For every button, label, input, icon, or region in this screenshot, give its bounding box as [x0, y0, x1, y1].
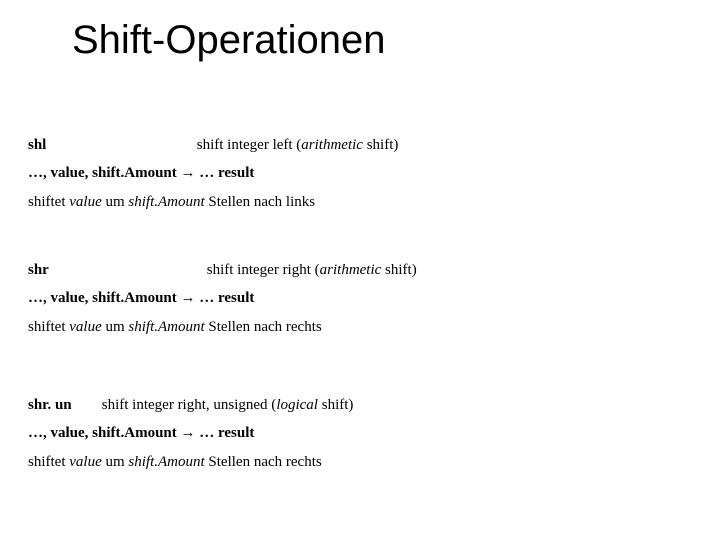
op-desc-italic: logical	[276, 397, 318, 413]
sem-post: Stellen nach links	[205, 194, 315, 210]
op-desc-italic: arithmetic	[301, 137, 363, 153]
sem-post: Stellen nach rechts	[205, 319, 322, 335]
stack-before: …, value, shift.Amount	[28, 290, 181, 306]
op-semantics: shiftet value um shift.Amount Stellen na…	[28, 452, 688, 472]
op-desc: shift integer left (arithmetic shift)	[197, 137, 399, 153]
page-title: Shift-Operationen	[72, 18, 386, 63]
sem-mid: um	[102, 454, 129, 470]
op-desc-italic: arithmetic	[320, 262, 382, 278]
op-block-shr-un: shr. un shift integer right, unsigned (l…	[28, 395, 688, 472]
op-desc-prefix: shift integer left (	[197, 137, 302, 153]
stack-after: … result	[196, 425, 255, 441]
op-row: shr. un shift integer right, unsigned (l…	[28, 395, 688, 415]
sem-pre: shiftet	[28, 454, 69, 470]
sem-i1: value	[69, 194, 101, 210]
arrow-icon: →	[181, 289, 196, 306]
op-block-shr: shr shift integer right (arithmetic shif…	[28, 260, 688, 337]
op-stack: …, value, shift.Amount → … result	[28, 288, 688, 308]
op-desc-suffix: shift)	[318, 397, 353, 413]
sem-i2: shift.Amount	[128, 194, 204, 210]
arrow-icon: →	[181, 424, 196, 441]
op-desc-suffix: shift)	[363, 137, 398, 153]
op-desc-prefix: shift integer right, unsigned (	[102, 397, 277, 413]
sem-i1: value	[69, 319, 101, 335]
sem-mid: um	[102, 319, 129, 335]
op-row: shl shift integer left (arithmetic shift…	[28, 135, 688, 155]
sem-post: Stellen nach rechts	[205, 454, 322, 470]
op-block-shl: shl shift integer left (arithmetic shift…	[28, 135, 688, 212]
op-semantics: shiftet value um shift.Amount Stellen na…	[28, 317, 688, 337]
op-row: shr shift integer right (arithmetic shif…	[28, 260, 688, 280]
stack-after: … result	[196, 290, 255, 306]
sem-i2: shift.Amount	[128, 454, 204, 470]
arrow-icon: →	[181, 164, 196, 181]
op-stack: …, value, shift.Amount → … result	[28, 423, 688, 443]
op-desc-suffix: shift)	[381, 262, 416, 278]
sem-i1: value	[69, 454, 101, 470]
sem-mid: um	[102, 194, 129, 210]
op-mnemonic: shr	[28, 260, 98, 280]
op-desc: shift integer right (arithmetic shift)	[207, 262, 417, 278]
sem-i2: shift.Amount	[128, 319, 204, 335]
op-desc-prefix: shift integer right (	[207, 262, 320, 278]
op-mnemonic: shl	[28, 135, 98, 155]
stack-before: …, value, shift.Amount	[28, 165, 181, 181]
op-mnemonic: shr. un	[28, 395, 98, 415]
sem-pre: shiftet	[28, 194, 69, 210]
stack-after: … result	[196, 165, 255, 181]
stack-before: …, value, shift.Amount	[28, 425, 181, 441]
sem-pre: shiftet	[28, 319, 69, 335]
op-stack: …, value, shift.Amount → … result	[28, 163, 688, 183]
slide: Shift-Operationen shl shift integer left…	[0, 0, 720, 540]
op-desc: shift integer right, unsigned (logical s…	[102, 397, 354, 413]
op-semantics: shiftet value um shift.Amount Stellen na…	[28, 192, 688, 212]
